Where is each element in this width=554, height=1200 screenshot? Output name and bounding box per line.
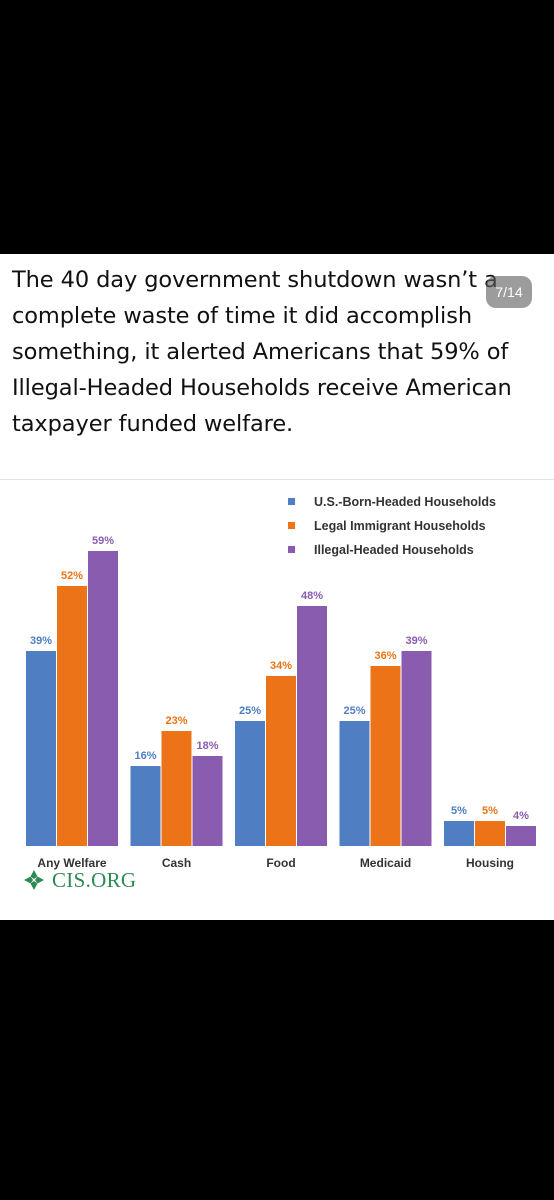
data-label: 25% bbox=[343, 705, 365, 717]
bar-food-series-3 bbox=[297, 606, 327, 846]
legend-swatch bbox=[288, 522, 295, 529]
data-label: 16% bbox=[134, 750, 156, 762]
data-label: 36% bbox=[374, 650, 396, 662]
data-label: 5% bbox=[451, 805, 467, 817]
category-label: Medicaid bbox=[360, 856, 411, 870]
data-label: 25% bbox=[239, 705, 261, 717]
bar-medicaid-series-1 bbox=[339, 721, 370, 846]
bar-housing-series-1 bbox=[444, 821, 474, 846]
legend-label: Legal Immigrant Households bbox=[314, 519, 486, 533]
cis-logo-icon bbox=[24, 870, 44, 890]
bar-any-welfare-series-1 bbox=[26, 651, 56, 846]
bar-housing-series-3 bbox=[506, 826, 536, 846]
divider bbox=[0, 479, 554, 480]
legend-swatch bbox=[288, 546, 295, 553]
cis-brand: CIS.ORG bbox=[22, 866, 136, 894]
data-label: 52% bbox=[61, 570, 83, 582]
legend-label: Illegal-Headed Households bbox=[314, 543, 474, 557]
legend-swatch bbox=[288, 498, 295, 505]
bar-cash-series-3 bbox=[192, 756, 223, 846]
data-label: 59% bbox=[92, 535, 114, 547]
bar-housing-series-2 bbox=[475, 821, 505, 846]
data-label: 48% bbox=[301, 590, 323, 602]
data-label: 23% bbox=[165, 715, 187, 727]
category-label: Food bbox=[266, 856, 295, 870]
welfare-bar-chart: U.S.-Born-Headed Households Legal Immigra… bbox=[26, 495, 536, 870]
data-label: 39% bbox=[30, 635, 52, 647]
cis-brand-text: CIS.ORG bbox=[52, 867, 137, 892]
bar-cash-series-2 bbox=[161, 731, 192, 846]
bar-cash-series-1 bbox=[130, 766, 161, 846]
bar-medicaid-series-2 bbox=[370, 666, 401, 846]
bar-food-series-1 bbox=[235, 721, 265, 846]
chart-legend: U.S.-Born-Headed Households Legal Immigra… bbox=[288, 495, 496, 557]
image-counter[interactable]: 7/14 bbox=[486, 276, 532, 308]
data-label: 18% bbox=[196, 740, 218, 752]
data-label: 5% bbox=[482, 805, 498, 817]
bar-any-welfare-series-3 bbox=[88, 551, 118, 846]
chart-data-labels: 39% 52% 59% 16% 23% 18% 25% 34% 48% 25% 36% 39% 5% 5%… bbox=[30, 535, 529, 822]
bar-medicaid-series-3 bbox=[401, 651, 432, 846]
category-label: Any Welfare bbox=[37, 856, 106, 870]
category-label: Cash bbox=[162, 856, 191, 870]
data-label: 34% bbox=[270, 660, 292, 672]
data-label: 4% bbox=[513, 810, 529, 822]
data-label: 39% bbox=[405, 635, 427, 647]
bar-any-welfare-series-2 bbox=[57, 586, 87, 846]
post-card: The 40 day government shutdown wasn’t a … bbox=[0, 254, 554, 920]
chart-bars bbox=[26, 551, 536, 846]
chart-category-labels: Any Welfare Cash Food Medicaid Housing bbox=[37, 856, 514, 870]
post-text: The 40 day government shutdown wasn’t a … bbox=[12, 267, 512, 437]
category-label: Housing bbox=[466, 856, 514, 870]
bar-food-series-2 bbox=[266, 676, 296, 846]
legend-label: U.S.-Born-Headed Households bbox=[314, 495, 496, 509]
